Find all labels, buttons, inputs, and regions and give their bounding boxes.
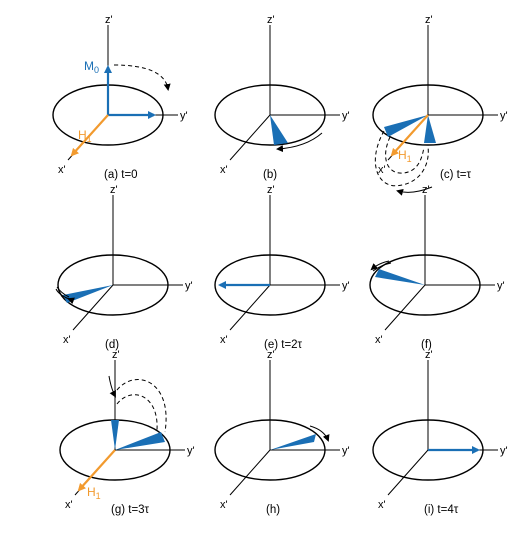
slow-spin-fan — [111, 420, 119, 450]
m0-label: M0 — [84, 59, 99, 75]
panel-caption: (b) — [263, 169, 277, 181]
panel-f: z' y' x' (f) — [369, 184, 505, 351]
panel-caption: (c) t=τ — [440, 169, 472, 181]
panel-a: z' y' x' M0 H1 (a) t=0 — [52, 14, 188, 181]
panel-e: z' y' x' (e) t=2τ — [214, 184, 350, 351]
x-axis-label: x' — [220, 164, 228, 176]
rephasing-fan — [270, 434, 316, 450]
rotation-arrow — [309, 425, 330, 442]
y-axis-label: y' — [342, 110, 350, 122]
dephasing-fan — [375, 269, 425, 285]
h1-vector — [77, 449, 116, 492]
rotation-arrowhead — [55, 288, 75, 305]
dephasing-fan — [270, 115, 288, 145]
rotation-arrow — [108, 375, 116, 398]
h1-vector — [70, 114, 109, 157]
panel-caption: (a) t=0 — [104, 169, 138, 181]
y-axis-label: y' — [187, 445, 195, 457]
rotation-arrow — [56, 286, 70, 298]
x-axis — [229, 449, 271, 496]
x-axis-label: x' — [220, 334, 228, 346]
x-axis — [387, 449, 429, 496]
precession-ellipse — [214, 419, 326, 481]
panel-g: z' y' x' H1 (g) t=3τ — [59, 349, 195, 516]
panel-i: z' y' x' (i) t=4τ — [372, 349, 508, 516]
x-axis — [384, 284, 426, 331]
y-axis-label: y' — [342, 280, 350, 292]
nutation-path-outer — [116, 379, 167, 433]
h1-label: H1 — [398, 148, 412, 164]
z-axis-label: z' — [425, 349, 433, 361]
x-axis-label: x' — [58, 164, 66, 176]
rotation-arrowhead — [370, 260, 390, 271]
nutation-path — [113, 64, 171, 91]
panel-d: z' y' x' (d) — [55, 184, 193, 351]
y-axis-label: y' — [180, 110, 188, 122]
precession-ellipse — [214, 254, 326, 316]
panel-caption: (f) — [421, 339, 432, 351]
slow-spin-fan — [424, 115, 436, 143]
nutation-path-inner — [116, 394, 158, 431]
x-axis — [229, 284, 271, 331]
panel-caption: (e) t=2τ — [264, 339, 303, 351]
y-axis-label: y' — [500, 110, 508, 122]
y-axis-label: y' — [185, 280, 193, 292]
z-axis-label: z' — [425, 14, 433, 26]
precession-ellipse — [57, 254, 169, 316]
panel-c: z' y' x' H1 (c) t=τ — [372, 14, 508, 196]
z-axis-label: z' — [110, 184, 118, 196]
z-axis-label: z' — [422, 184, 430, 196]
x-axis-label: x' — [220, 499, 228, 511]
x-axis-label: x' — [378, 164, 386, 176]
rotation-arrow — [396, 186, 433, 196]
h1-vector — [390, 114, 429, 157]
y-axis-label: y' — [342, 445, 350, 457]
z-axis-label: z' — [112, 349, 120, 361]
x-axis-label: x' — [65, 499, 73, 511]
x-axis-label: x' — [378, 499, 386, 511]
rotation-arrow — [276, 132, 323, 153]
panel-b: z' y' x' (b) — [214, 14, 350, 181]
refocus-path-inner — [385, 136, 425, 174]
fast-spin-fan — [384, 115, 428, 137]
y-axis-label: y' — [500, 445, 508, 457]
precession-ellipse — [372, 419, 484, 481]
panel-caption: (d) — [105, 339, 119, 351]
precession-ellipse — [214, 84, 326, 146]
precession-ellipse — [372, 84, 484, 146]
fast-spin-fan — [115, 432, 165, 450]
panel-caption: (h) — [266, 504, 280, 516]
y-axis-label: y' — [497, 280, 505, 292]
h1-label: H1 — [87, 485, 101, 501]
x-axis-label: x' — [63, 334, 71, 346]
refocus-path-outer — [374, 130, 429, 187]
rephasing-fan — [63, 285, 113, 303]
z-axis-label: z' — [267, 184, 275, 196]
z-axis-label: z' — [267, 14, 275, 26]
panel-caption: (g) t=3τ — [111, 504, 150, 516]
x-axis-label: x' — [375, 334, 383, 346]
z-axis-label: z' — [105, 14, 113, 26]
z-axis-label: z' — [267, 349, 275, 361]
panel-caption: (i) t=4τ — [424, 504, 459, 516]
precession-ellipse — [369, 254, 481, 316]
panel-h: z' y' x' (h) — [214, 349, 350, 516]
h1-label: H1 — [78, 128, 92, 144]
x-axis — [72, 284, 114, 331]
x-axis — [229, 114, 271, 161]
